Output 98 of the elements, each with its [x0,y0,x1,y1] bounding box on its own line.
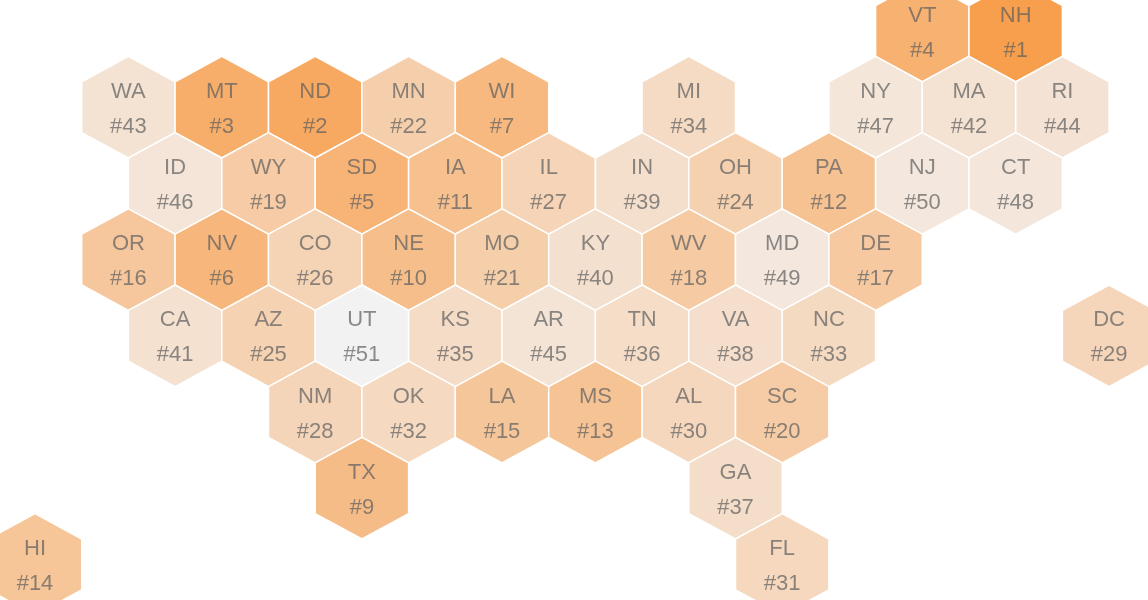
category-label: DC [1093,306,1126,332]
data-label: #7 [489,112,515,138]
category-label: CT [1001,153,1031,179]
category-label: AZ [254,306,283,332]
category-label: SC [766,382,798,408]
data-label: #25 [250,341,287,367]
category-label: ID [164,153,187,179]
category-label: WI [488,77,516,103]
category-label: UT [347,306,377,332]
data-label: #30 [670,417,708,443]
data-label: #40 [577,265,614,291]
data-label: #14 [16,569,54,595]
category-label: OR [111,230,145,256]
category-label: PA [815,153,844,179]
category-label: ND [299,77,332,103]
category-label: MD [765,230,800,256]
category-label: IA [444,153,467,179]
data-label: #26 [296,265,334,291]
data-label: #44 [1044,112,1081,138]
category-label: MO [484,230,520,256]
category-label: NJ [908,153,936,179]
data-label: #16 [110,265,147,291]
category-label: IL [539,153,558,179]
category-label: NE [393,230,424,256]
data-label: #33 [810,341,848,367]
data-label: #37 [717,493,754,519]
data-label: #6 [209,265,235,291]
data-label: #39 [623,188,661,214]
category-label: IN [631,153,654,179]
category-label: CO [298,230,332,256]
category-label: VA [721,306,750,332]
category-label: NY [860,77,892,103]
data-label: #21 [483,265,521,291]
data-label: #15 [483,417,521,443]
data-label: #50 [903,188,941,214]
category-label: WV [671,230,707,256]
data-label: #48 [997,188,1035,214]
category-label: FL [769,534,796,560]
data-label: #43 [110,112,147,138]
data-label: #51 [343,341,381,367]
data-label: #5 [349,188,375,214]
category-label: SD [346,153,378,179]
data-label: #13 [577,417,614,443]
category-label: LA [488,382,516,408]
category-label: TN [627,306,657,332]
data-label: #12 [810,188,848,214]
data-label: #36 [623,341,661,367]
data-label: #11 [437,188,473,214]
category-label: OK [392,382,425,408]
data-label: #2 [302,112,328,138]
category-label: TX [347,458,377,484]
data-label: #9 [349,493,375,519]
category-label: WA [111,77,147,103]
category-label: WY [250,153,287,179]
category-label: NM [298,382,333,408]
category-label: RI [1051,77,1074,103]
data-label: #10 [390,265,427,291]
category-label: AL [675,382,703,408]
category-label: DE [860,230,891,256]
data-label: #42 [950,112,988,138]
data-label: #1 [1003,36,1028,62]
category-label: GA [719,458,752,484]
data-label: #20 [763,417,801,443]
data-label: #29 [1090,341,1128,367]
data-label: #34 [670,112,708,138]
data-label: #22 [390,112,427,138]
category-label: MT [205,77,238,103]
data-label: #3 [209,112,235,138]
data-label: #35 [436,341,474,367]
category-label: KS [440,306,470,332]
data-label: #24 [717,188,754,214]
category-label: CA [159,306,191,332]
category-label: MI [676,77,702,103]
category-label: MS [578,382,612,408]
data-label: #17 [857,265,894,291]
data-label: #27 [530,188,568,214]
data-label: #4 [910,36,935,62]
category-label: VT [908,1,937,27]
data-label: #31 [763,569,801,595]
data-label: #46 [156,188,194,214]
category-label: NV [206,230,238,256]
data-label: #28 [296,417,334,443]
category-label: NC [813,306,845,332]
data-label: #38 [717,341,754,367]
data-label: #49 [763,265,801,291]
category-label: MN [391,77,426,103]
category-label: NH [999,1,1032,27]
category-label: KY [580,230,611,256]
category-label: AR [533,306,564,332]
category-label: MA [952,77,986,103]
category-label: HI [24,534,46,560]
data-label: #19 [250,188,287,214]
category-label: OH [719,153,752,179]
data-label: #41 [156,341,194,367]
data-label: #45 [530,341,568,367]
data-label: #18 [670,265,708,291]
data-label: #32 [390,417,427,443]
data-label: #47 [857,112,894,138]
